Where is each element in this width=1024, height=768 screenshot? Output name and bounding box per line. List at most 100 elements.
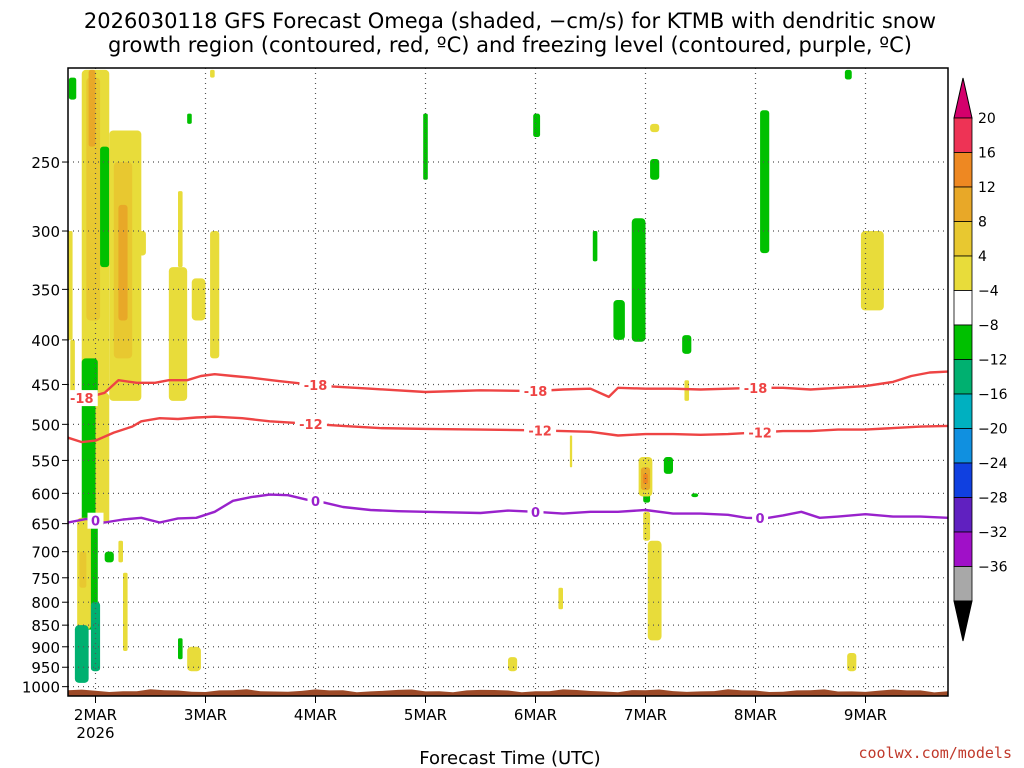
omega-cell-28	[423, 113, 428, 180]
colorbar-swatch-9	[953, 428, 973, 464]
x-tick-label: 4MAR	[294, 706, 337, 724]
y-tick-label: 950	[31, 659, 60, 677]
omega-cell-2	[70, 339, 75, 401]
plot-background	[68, 68, 948, 696]
contour-label: 0	[531, 506, 540, 521]
colorbar-swatch-10	[953, 462, 973, 498]
colorbar-swatch-1	[953, 152, 973, 188]
contour-label: -12	[528, 424, 552, 439]
x-tick-label: 3MAR	[184, 706, 227, 724]
colorbar: 20 16 12 8 4 −4 −8 −12 −16 −20 −24 −28 −32 −36	[953, 77, 1008, 642]
colorbar-label: −4	[978, 284, 999, 300]
x-tick-label: 2MAR	[74, 706, 117, 724]
contour-label-bg	[307, 493, 324, 510]
omega-cell-45	[760, 110, 770, 254]
omega-cell-11	[168, 267, 188, 401]
plot-frame	[67, 67, 949, 697]
omega-cell-43	[684, 380, 690, 401]
x-tick-year: 2026	[76, 724, 114, 742]
omega-cell-49	[847, 653, 857, 672]
contour-label: -12	[748, 426, 772, 441]
y-tick-label: 650	[31, 516, 60, 534]
chart-title-line1: 2026030118 GFS Forecast Omega (shaded, −…	[84, 9, 936, 33]
contour-label: -18	[70, 392, 94, 407]
contour-label: -18	[524, 385, 548, 400]
y-tick-label: 250	[31, 154, 60, 172]
contour-label-bg	[519, 383, 552, 400]
colorbar-label: −28	[978, 491, 1008, 507]
colorbar-label: −32	[978, 525, 1008, 541]
contour--12-line	[67, 415, 949, 444]
omega-cell-39	[647, 540, 662, 641]
omega-shading	[68, 69, 884, 683]
contour-0-line	[67, 493, 949, 524]
colorbar-swatch-12	[953, 531, 973, 567]
y-tick-label: 800	[31, 594, 60, 612]
gridlines	[68, 68, 948, 696]
x-tick-label: 9MAR	[844, 706, 887, 724]
y-tick-label: 750	[31, 570, 60, 588]
x-axis-label: Forecast Time (UTC)	[419, 748, 600, 768]
omega-cell-44	[691, 493, 699, 498]
omega-cell-34	[650, 123, 660, 133]
omega-cell-24	[178, 638, 183, 660]
colorbar-swatch-6	[953, 324, 973, 360]
omega-cell-6	[100, 146, 110, 268]
terrain-surface	[68, 689, 948, 696]
omega-cell-51	[844, 69, 852, 80]
contour-label: -18	[304, 379, 328, 394]
omega-cell-1	[68, 231, 73, 340]
colorbar-bottom-arrow	[953, 600, 973, 642]
colorbar-swatch-0	[953, 117, 973, 153]
omega-cell-27	[210, 69, 215, 78]
colorbar-swatch-3	[953, 221, 973, 257]
colorbar-swatch-7	[953, 359, 973, 395]
colorbar-swatch-13	[953, 566, 973, 602]
omega-cell-0	[68, 77, 77, 100]
omega-cell-9	[118, 204, 128, 321]
colorbar-label: 4	[978, 249, 987, 265]
contour-label-bg	[524, 422, 557, 439]
y-tick-label: 400	[31, 332, 60, 350]
omega-cell-12	[178, 191, 183, 268]
omega-cell-19	[104, 551, 114, 563]
omega-cell-16	[95, 392, 110, 524]
contour-label-bg	[65, 390, 98, 407]
omega-cell-41	[643, 511, 651, 541]
omega-cell-31	[613, 300, 625, 340]
colorbar-label: −16	[978, 387, 1008, 403]
omega-cell-40	[663, 456, 673, 474]
omega-cell-29	[533, 113, 541, 137]
temperature-contours: -18 -18 -18 -18 -12 -12 -12 0 0 0 0	[65, 370, 949, 530]
omega-cell-10	[136, 231, 146, 256]
omega-cell-5	[88, 69, 96, 147]
y-tick-label: 850	[31, 617, 60, 635]
omega-cell-25	[187, 646, 201, 672]
colorbar-label: −36	[978, 560, 1008, 576]
chart-title-line2: growth region (contoured, red, ºC) and f…	[108, 33, 912, 57]
plot-area: -18 -18 -18 -18 -12 -12 -12 0 0 0 0	[65, 67, 949, 697]
omega-cell-18	[79, 551, 87, 588]
contour-label: -12	[299, 418, 323, 433]
colorbar-swatch-8	[953, 393, 973, 429]
omega-cell-20	[118, 540, 123, 563]
y-tick-label: 300	[31, 223, 60, 241]
x-tick-label: 5MAR	[404, 706, 447, 724]
colorbar-label: −24	[978, 456, 1008, 472]
contour-label: 0	[91, 515, 100, 530]
colorbar-swatch-2	[953, 186, 973, 222]
omega-cell-13	[191, 278, 206, 321]
contour-label: 0	[756, 512, 765, 527]
omega-cell-21	[123, 572, 128, 651]
colorbar-swatch-5	[953, 290, 973, 326]
contour-label: 0	[311, 495, 320, 510]
omega-cell-14	[210, 231, 220, 359]
colorbar-label: −20	[978, 422, 1008, 438]
colorbar-label: 16	[978, 146, 996, 162]
omega-cell-46	[558, 587, 563, 610]
y-tick-label: 900	[31, 639, 60, 657]
contour-label-bg	[752, 510, 769, 527]
credit-text: coolwx.com/models	[858, 744, 1012, 762]
terrain-band	[68, 689, 948, 696]
